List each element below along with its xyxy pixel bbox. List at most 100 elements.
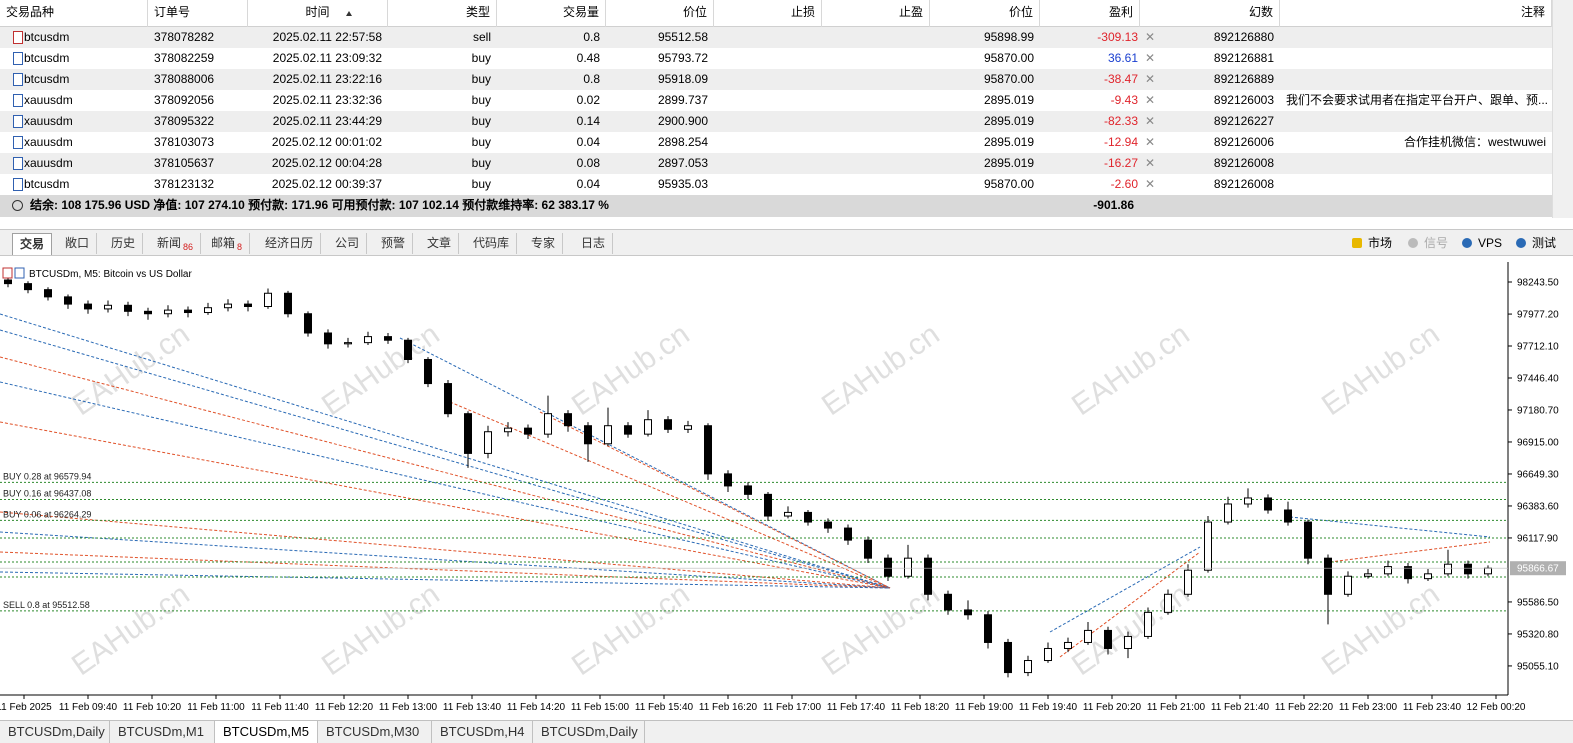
candle-body: [484, 431, 492, 454]
x-tick-label: 11 Feb 19:00: [955, 702, 1014, 713]
candle-body: [624, 425, 632, 435]
candle-body: [584, 425, 592, 445]
chart-tab[interactable]: BTCUSDm,Daily: [0, 721, 110, 743]
trade-lines: [0, 313, 1491, 658]
candle-body: [544, 413, 552, 435]
candle-body: [144, 310, 152, 315]
table-row[interactable]: [0, 174, 1552, 195]
close-button[interactable]: ✕: [1144, 156, 1156, 170]
cell-price: 95918.09: [657, 72, 708, 86]
right-tab[interactable]: 信号: [1424, 236, 1449, 250]
x-tick-label: 11 Feb 2025: [0, 702, 52, 713]
candle-body: [384, 336, 392, 341]
x-tick-label: 11 Feb 09:40: [59, 702, 118, 713]
cell-time: 2025.02.11 23:44:29: [272, 114, 382, 128]
last-price-box: [1510, 561, 1566, 576]
x-tick-label: 11 Feb 17:40: [827, 702, 886, 713]
tab[interactable]: 日志: [574, 233, 614, 254]
scrollbar[interactable]: [1552, 0, 1573, 218]
cell-time: 2025.02.12 00:01:02: [271, 135, 382, 149]
column-header[interactable]: 止盈: [822, 0, 930, 27]
candle-body: [44, 289, 52, 298]
chart-icon: [2, 267, 13, 279]
table-row[interactable]: [0, 90, 1552, 111]
close-button[interactable]: ✕: [1144, 114, 1156, 128]
table-row[interactable]: [0, 27, 1552, 48]
column-header[interactable]: 时间: [248, 0, 388, 27]
chart-tab[interactable]: BTCUSDm,Daily: [533, 721, 645, 743]
tab-badge: 8: [237, 242, 243, 252]
chart-tabs: BTCUSDm,Daily BTCUSDm,M1 BTCUSDm,M5 BTCUSDm…: [0, 720, 1573, 743]
column-header[interactable]: 价位: [606, 0, 714, 27]
chart-tab[interactable]: BTCUSDm,H4: [432, 721, 533, 743]
summary-total: -901.86: [1093, 198, 1134, 212]
table-row[interactable]: [0, 153, 1552, 174]
tab[interactable]: 预警: [374, 233, 414, 254]
table-row[interactable]: [0, 48, 1552, 69]
right-tab[interactable]: 测试: [1532, 236, 1557, 250]
tab[interactable]: 邮箱 8: [204, 233, 251, 254]
close-button[interactable]: ✕: [1144, 135, 1156, 149]
close-button[interactable]: ✕: [1144, 30, 1156, 44]
tab[interactable]: 新闻 86: [150, 233, 202, 254]
y-tick-label: 97446.40: [1517, 373, 1559, 384]
y-tick-label: 96117.90: [1517, 533, 1558, 544]
tab[interactable]: 文章: [420, 233, 460, 254]
cell-time: 2025.02.11 23:09:32: [272, 51, 382, 65]
tab[interactable]: 经济日历: [258, 233, 322, 254]
doc-icon: [13, 31, 23, 44]
doc-icon: [13, 52, 23, 65]
cell-magic: 892126008: [1213, 177, 1274, 191]
candle-body: [884, 557, 892, 577]
column-header[interactable]: 价位: [930, 0, 1040, 27]
collapse-icon[interactable]: [12, 200, 23, 211]
close-button[interactable]: ✕: [1144, 72, 1156, 86]
cell-current: 95898.99: [983, 30, 1034, 44]
chart-tab[interactable]: BTCUSDm,M30: [318, 721, 432, 743]
tab[interactable]: 交易: [12, 233, 53, 255]
x-tick-label: 11 Feb 18:20: [891, 702, 950, 713]
y-tick-label: 95586.50: [1517, 597, 1559, 608]
candle-body: [1284, 509, 1292, 523]
candle-body: [644, 419, 652, 435]
level-label: BUY 0.28 at 96579.94: [3, 471, 91, 481]
cell-volume: 0.04: [576, 135, 600, 149]
tab[interactable]: 公司: [328, 233, 368, 254]
candle-body: [964, 609, 972, 616]
chart-title: BTCUSDm, M5: Bitcoin vs US Dollar: [29, 269, 192, 280]
tab[interactable]: 敞口: [58, 233, 98, 254]
candle-body: [984, 614, 992, 643]
right-tab[interactable]: VPS: [1478, 236, 1503, 250]
close-button[interactable]: ✕: [1144, 93, 1156, 107]
candle-body: [404, 339, 412, 360]
column-header[interactable]: 注释: [1280, 0, 1552, 27]
close-button[interactable]: ✕: [1144, 51, 1156, 65]
column-header[interactable]: 类型: [388, 0, 497, 27]
right-tab[interactable]: 市场: [1368, 236, 1393, 250]
table-row[interactable]: [0, 69, 1552, 90]
tab[interactable]: 历史: [104, 233, 144, 254]
column-header[interactable]: 幻数: [1160, 0, 1280, 27]
column-header[interactable]: 交易品种: [0, 0, 148, 27]
cell-time: 2025.02.12 00:04:28: [271, 156, 382, 170]
chart-tab[interactable]: BTCUSDm,M5: [215, 721, 318, 743]
chart-tab[interactable]: BTCUSDm,M1: [110, 721, 215, 743]
table-row[interactable]: [0, 132, 1552, 153]
column-header[interactable]: 盈利: [1040, 0, 1140, 27]
cell-symbol: xauusdm: [24, 114, 73, 128]
cell-volume: 0.08: [576, 156, 600, 170]
tab[interactable]: 代码库: [466, 233, 518, 254]
x-tick-label: 11 Feb 13:40: [443, 702, 502, 713]
y-tick-label: 97977.20: [1517, 310, 1559, 321]
table-row[interactable]: [0, 111, 1552, 132]
y-tick-label: 97712.10: [1517, 341, 1559, 352]
level-label: BUY 0.06 at 96264.29: [3, 509, 91, 519]
column-header[interactable]: 止损: [714, 0, 822, 27]
y-tick-label: 98243.50: [1517, 278, 1559, 289]
cell-current: 95870.00: [983, 72, 1034, 86]
tab[interactable]: 专家: [524, 233, 564, 254]
cell-time: 2025.02.11 23:32:36: [272, 93, 382, 107]
close-button[interactable]: ✕: [1144, 177, 1156, 191]
column-header[interactable]: 订单号: [148, 0, 248, 27]
column-header[interactable]: 交易量: [497, 0, 606, 27]
